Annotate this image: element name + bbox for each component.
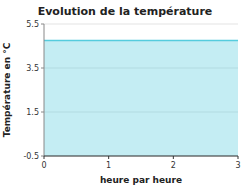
- y-tick-label: 1.5: [26, 108, 39, 117]
- y-tick: [41, 68, 44, 69]
- x-axis-label: heure par heure: [100, 175, 182, 185]
- y-tick-label: -0.5: [23, 152, 39, 161]
- x-tick: [108, 156, 109, 159]
- y-tick-label: 3.5: [26, 64, 39, 73]
- y-axis-line: [44, 24, 45, 156]
- x-tick: [238, 156, 239, 159]
- x-tick-label: 3: [235, 161, 240, 170]
- chart: -0.5 1.5 3.5 5.5 0 1 2 3 heure par heure Températ…: [0, 0, 250, 188]
- y-tick: [41, 24, 44, 25]
- grid-line: [44, 156, 238, 157]
- x-tick-label: 1: [106, 161, 111, 170]
- y-tick: [41, 112, 44, 113]
- plot-area: [44, 41, 238, 157]
- area-fill: [44, 41, 238, 157]
- grid: [44, 24, 238, 156]
- x-axis-line: [44, 156, 238, 157]
- y-tick-label: 5.5: [26, 20, 39, 29]
- x-tick: [173, 156, 174, 159]
- y-axis-label: Température en °C: [2, 42, 12, 137]
- line: [44, 40, 238, 42]
- x-tick: [44, 156, 45, 159]
- x-tick-label: 0: [41, 161, 46, 170]
- title: Evolution de la température: [38, 5, 213, 18]
- x-tick-label: 2: [171, 161, 176, 170]
- grid-line: [44, 24, 238, 25]
